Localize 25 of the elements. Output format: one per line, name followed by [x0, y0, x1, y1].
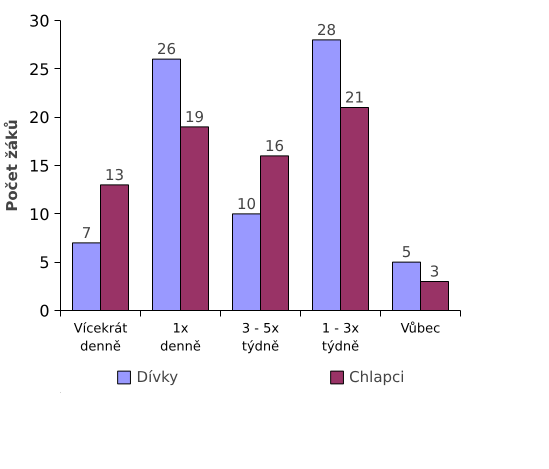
data-label: 7 [82, 224, 92, 242]
x-tick-label: Vícekrát denně [74, 322, 128, 354]
data-label: 10 [236, 194, 256, 213]
x-tick-label: Vůbec [400, 320, 440, 336]
x-tick-label: 1x denně [160, 322, 201, 354]
data-label: 19 [184, 108, 204, 126]
y-tick-label: 5 [39, 253, 50, 272]
x-tick-label: 3 - 5x týdně [242, 322, 280, 354]
y-tick-label: 25 [29, 60, 50, 79]
y-tick-label: 30 [29, 12, 50, 30]
y-tick-label: 10 [29, 204, 50, 224]
data-label: 28 [316, 20, 336, 39]
y-axis-title: Počet žáků [3, 119, 22, 212]
data-label: 26 [156, 40, 176, 58]
y-tick-label: 20 [29, 108, 50, 128]
data-label: 13 [104, 166, 124, 184]
y-tick-label: 0 [39, 302, 50, 320]
data-label: 16 [264, 136, 284, 155]
data-label: 21 [344, 88, 364, 106]
y-tick-label: 15 [29, 156, 50, 176]
data-label: 5 [402, 243, 412, 262]
data-label: 3 [430, 262, 440, 280]
legend-label: Chlapci [349, 368, 404, 386]
x-tick-label: 1 - 3x týdně [322, 322, 360, 354]
legend-label: Dívky [136, 368, 178, 386]
